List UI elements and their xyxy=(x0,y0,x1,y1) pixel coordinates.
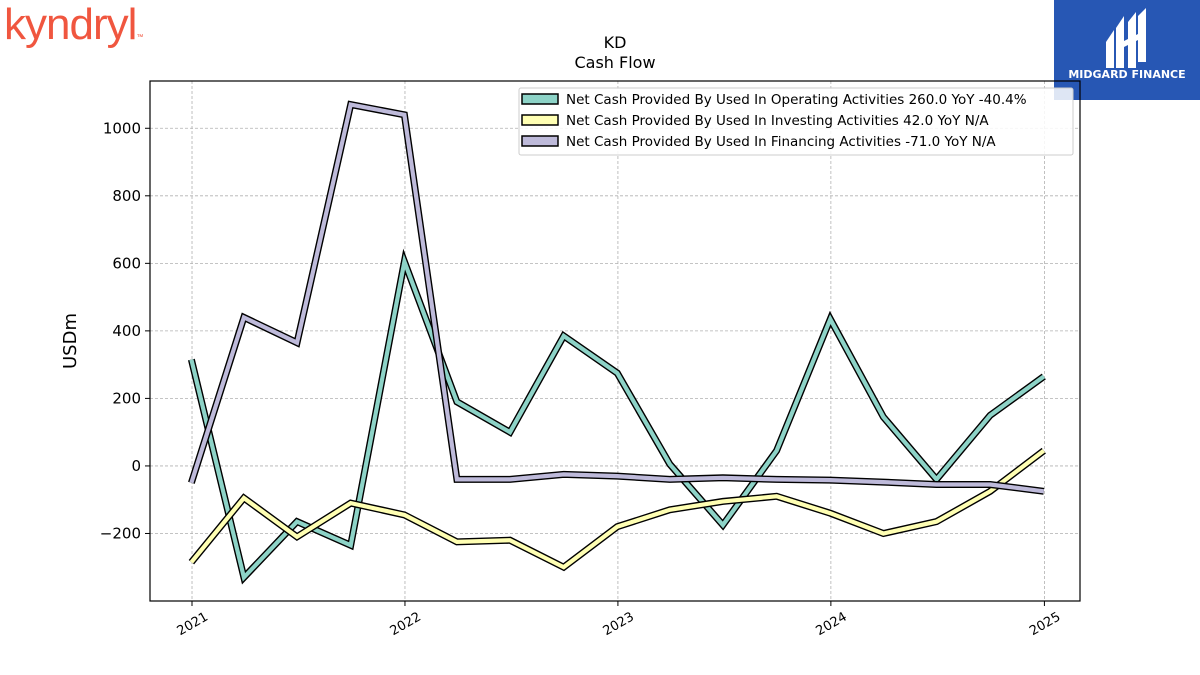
x-axis: 2021 2022 2023 2024 2025 xyxy=(175,601,1063,640)
midgard-finance-text: MIDGARD FINANCE xyxy=(1068,68,1186,81)
x-tick-label: 2021 xyxy=(175,610,211,640)
x-tick-label: 2025 xyxy=(1027,610,1063,640)
x-tick-label: 2024 xyxy=(814,610,850,640)
legend-label-financing: Net Cash Provided By Used In Financing A… xyxy=(566,134,996,150)
x-tick-label: 2023 xyxy=(601,610,637,640)
series-line-investing xyxy=(189,449,1046,570)
y-axis-label: USDm xyxy=(60,313,81,369)
legend-label-investing: Net Cash Provided By Used In Investing A… xyxy=(566,113,989,129)
series-line-financing xyxy=(189,102,1045,494)
y-tick-label: 600 xyxy=(112,254,141,272)
legend: Net Cash Provided By Used In Operating A… xyxy=(518,87,1074,156)
chart-subtitle: Cash Flow xyxy=(574,53,655,72)
y-tick-label: −200 xyxy=(100,524,141,542)
y-tick-label: 0 xyxy=(131,457,141,475)
y-tick-label: 800 xyxy=(112,187,141,205)
midgard-emblem-icon xyxy=(1106,8,1146,68)
kyndryl-logo: kyndryl™ xyxy=(4,0,143,50)
kyndryl-logo-text: kyndryl xyxy=(4,0,137,49)
x-tick-label: 2022 xyxy=(388,610,424,640)
legend-swatch-operating xyxy=(521,93,559,105)
y-tick-label: 1000 xyxy=(103,119,141,137)
legend-swatch-financing xyxy=(521,135,559,147)
midgard-finance-logo: MIDGARD FINANCE xyxy=(1054,0,1200,100)
legend-swatch-investing xyxy=(521,114,559,126)
trademark-mark: ™ xyxy=(136,34,143,41)
series-line-operating xyxy=(189,253,1046,582)
chart-title: KD xyxy=(604,33,627,52)
legend-label-operating: Net Cash Provided By Used In Operating A… xyxy=(566,92,1027,108)
y-tick-label: 400 xyxy=(112,322,141,340)
legend-box xyxy=(518,87,1074,156)
y-axis: −200 0 200 400 600 800 1000 xyxy=(100,119,150,542)
series-layer xyxy=(187,100,1046,585)
y-tick-label: 200 xyxy=(112,389,141,407)
plot-frame xyxy=(149,80,1081,602)
